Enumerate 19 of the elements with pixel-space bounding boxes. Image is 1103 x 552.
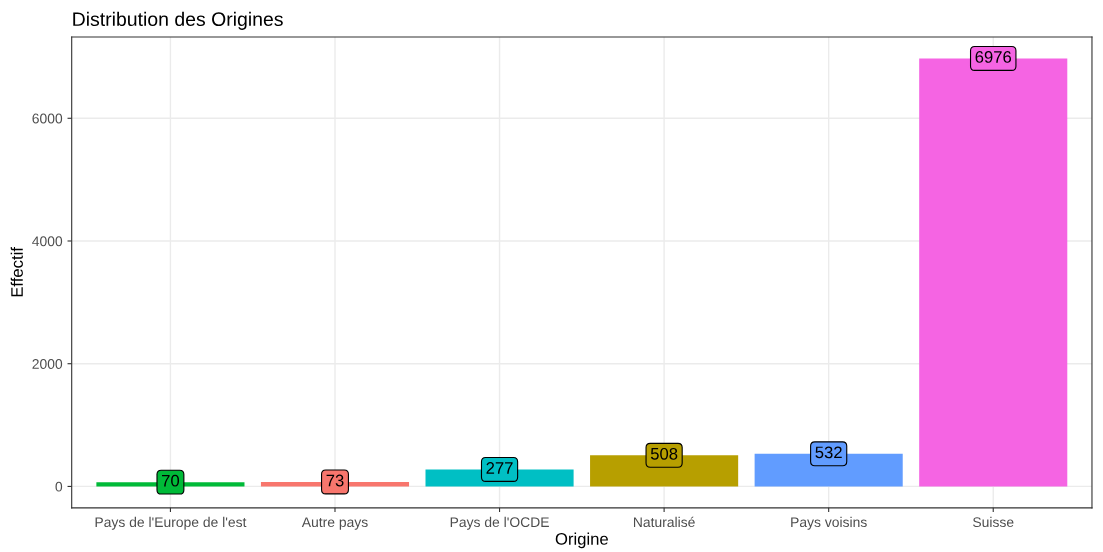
x-axis-title: Origine — [555, 532, 608, 549]
x-tick-label: Pays de l'OCDE — [450, 516, 549, 530]
x-tick-label: Pays voisins — [791, 516, 867, 530]
data-label: 73 — [326, 474, 344, 487]
y-tick-label: 2000 — [32, 359, 63, 369]
x-tick-label: Autre pays — [301, 517, 368, 530]
data-label: 532 — [815, 446, 842, 459]
y-tick-label: 6000 — [32, 113, 63, 124]
chart-title: Distribution des Origines — [73, 11, 283, 30]
data-label: 6976 — [975, 51, 1012, 63]
y-tick-label: 0 — [55, 481, 63, 492]
x-tick-label: Suisse — [973, 516, 1014, 528]
y-tick-label: 4000 — [32, 236, 63, 247]
data-label: 70 — [162, 474, 180, 487]
y-axis-title: Effectif — [10, 247, 23, 297]
data-label: 508 — [650, 447, 678, 460]
x-tick-label: Pays de l'Europe de l'est — [95, 516, 247, 530]
x-tick-label: Naturalisé — [633, 516, 695, 528]
data-label: 277 — [486, 462, 513, 474]
